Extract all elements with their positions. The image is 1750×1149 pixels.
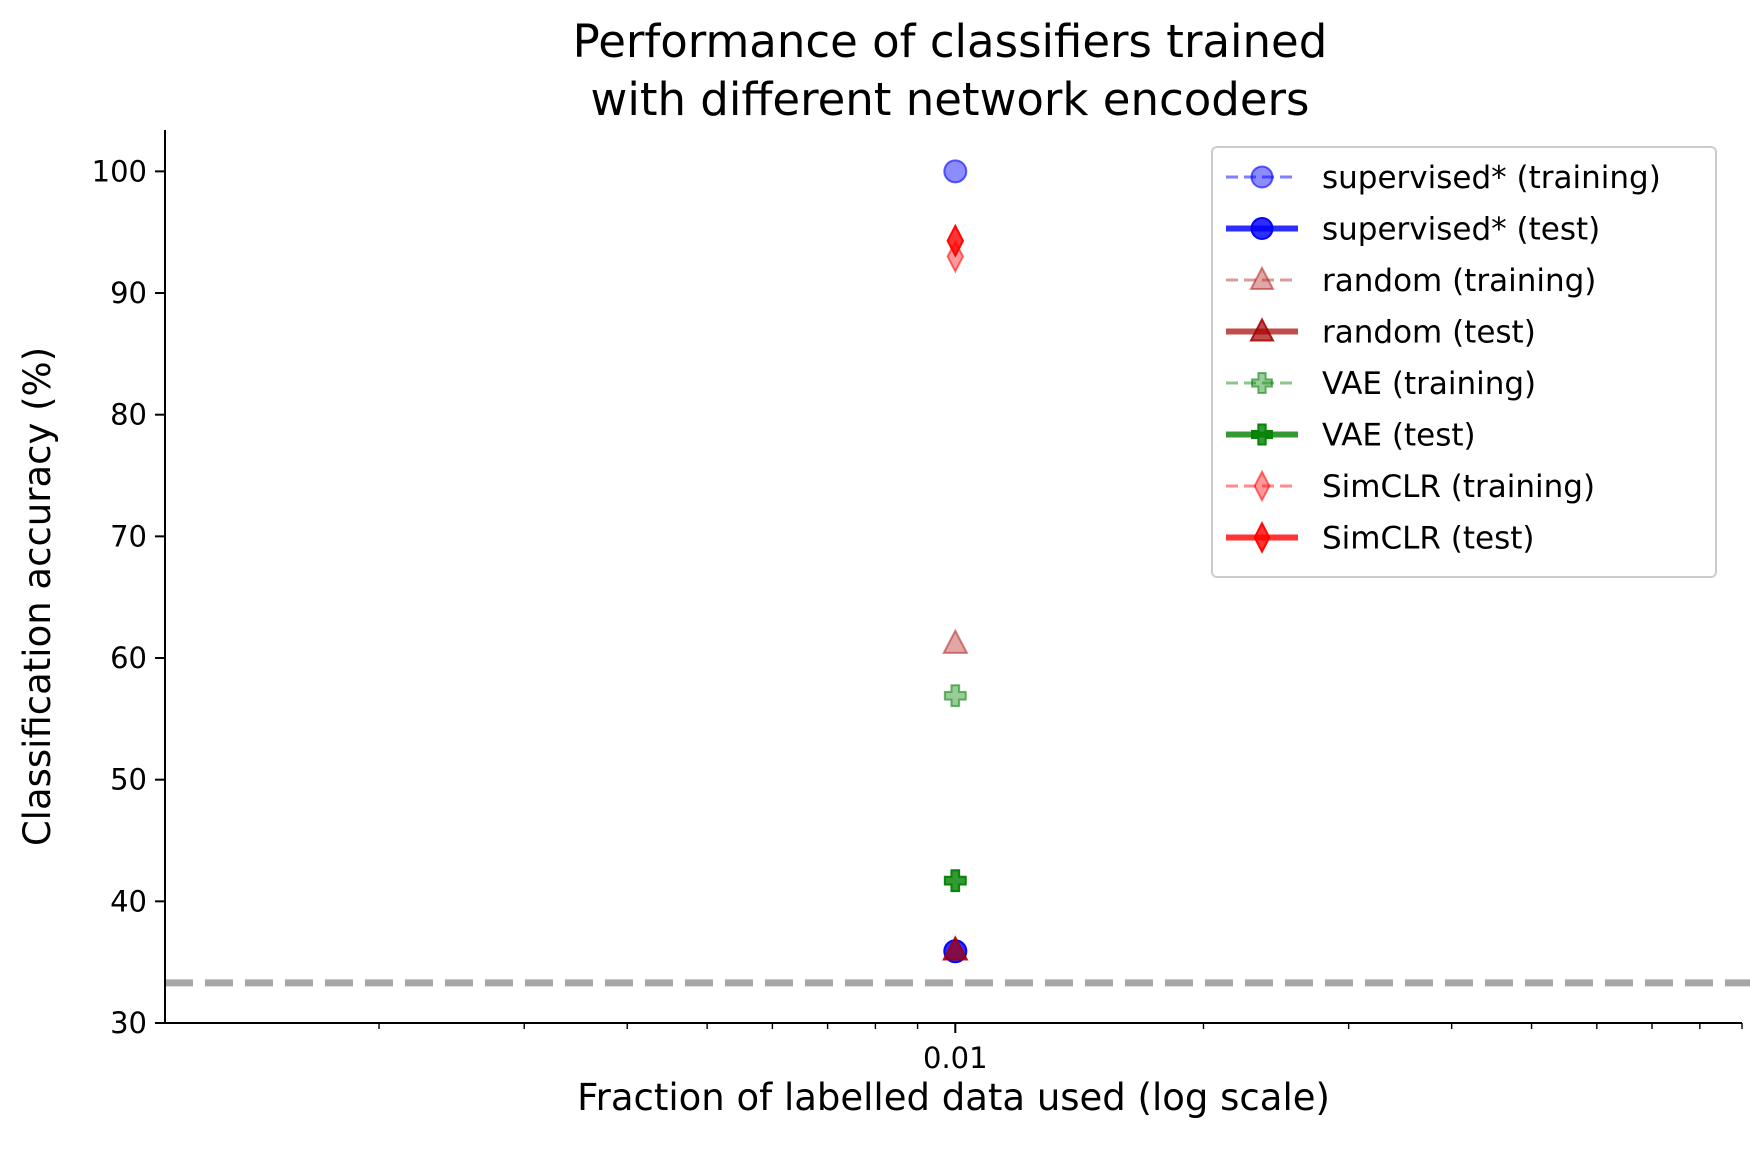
y-tick-label: 50 xyxy=(110,763,147,797)
y-tick-label: 60 xyxy=(110,641,147,675)
y-tick-label: 100 xyxy=(92,154,147,188)
data-markers xyxy=(942,159,969,964)
y-tick-label: 80 xyxy=(110,398,147,432)
y-axis: 30 40 50 60 70 80 90 100 Classification accuracy… xyxy=(16,154,165,1040)
plot-area xyxy=(164,130,1750,1024)
data-point-series-7-0 xyxy=(946,223,965,258)
data-point-series-4-0 xyxy=(943,684,967,708)
y-tick-label: 30 xyxy=(110,1006,147,1040)
legend-box xyxy=(1211,146,1717,578)
legend: supervised* (training) supervised* (test)… xyxy=(1211,146,1717,578)
legend-marker-2 xyxy=(1249,265,1275,291)
chart-title-line-2: with different network encoders xyxy=(591,73,1310,126)
legend-entry-5: VAE (test) xyxy=(1322,418,1476,454)
y-tick-label: 70 xyxy=(110,519,147,553)
x-axis-label: Fraction of labelled data used (log scal… xyxy=(577,1076,1330,1119)
y-tick-label: 90 xyxy=(110,276,147,310)
legend-entry-3: random (test) xyxy=(1322,315,1536,351)
legend-marker-6 xyxy=(1253,469,1271,503)
legend-marker-3 xyxy=(1249,317,1275,342)
legend-marker-5 xyxy=(1251,423,1273,446)
y-axis-label: Classification accuracy (%) xyxy=(16,347,59,846)
legend-marker-4 xyxy=(1251,372,1273,394)
y-tick-label: 40 xyxy=(110,884,147,918)
legend-entry-7: SimCLR (test) xyxy=(1322,521,1535,557)
legend-entry-4: VAE (training) xyxy=(1322,366,1536,402)
legend-entry-2: random (training) xyxy=(1322,263,1596,299)
legend-entry-6: SimCLR (training) xyxy=(1322,469,1595,505)
legend-marker-7 xyxy=(1253,521,1271,554)
x-tick-label: 0.01 xyxy=(923,1041,988,1075)
data-point-series-3-0 xyxy=(942,935,969,961)
data-point-series-0-0 xyxy=(943,159,968,184)
legend-marker-0 xyxy=(1250,165,1274,189)
legend-marker-1 xyxy=(1250,217,1274,240)
data-point-series-5-0 xyxy=(943,869,967,893)
data-point-series-2-0 xyxy=(942,628,969,654)
legend-entry-1: supervised* (test) xyxy=(1322,212,1600,248)
legend-entry-0: supervised* (training) xyxy=(1322,160,1661,196)
chart-title-line-1: Performance of classifiers trained xyxy=(573,15,1328,68)
